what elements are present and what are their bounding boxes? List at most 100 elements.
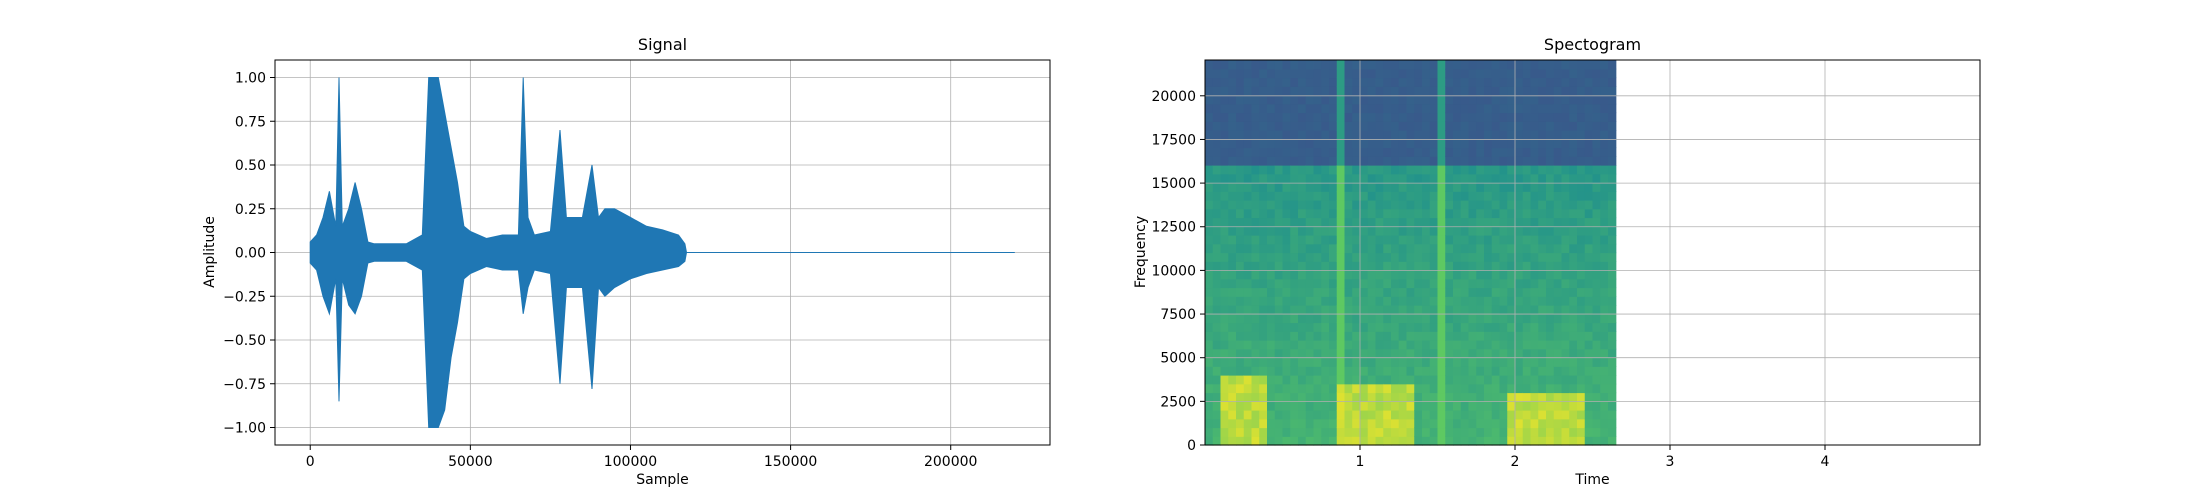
spectrogram-cell [1267,156,1276,166]
spectrogram-cell [1553,261,1563,271]
spectrogram-cell [1445,401,1454,411]
spectrogram-cell [1236,287,1245,297]
spectrogram-cell [1367,322,1377,332]
spectrogram-cell [1422,60,1431,70]
spectrogram-cell [1398,86,1408,96]
spectrogram-cell [1592,95,1601,105]
spectrogram-cell [1259,418,1268,429]
spectrogram-cell [1453,147,1462,157]
spectrogram-cell [1600,296,1609,306]
spectrogram-cell [1592,348,1601,359]
spectrogram-cell [1592,121,1601,131]
spectrogram-cell [1577,86,1586,96]
spectrogram-cell [1282,95,1291,105]
spectrogram-cell [1274,418,1284,429]
spectrogram-cell [1445,392,1454,402]
spectrogram-cell [1259,305,1268,315]
spectrogram-cell [1321,77,1330,87]
spectrogram-cell [1367,200,1377,210]
spectrogram-cell [1251,340,1260,350]
signal-ticks: 0 50000 100000 150000 2000001.000.750.500.25… [223,71,977,471]
spectrogram-cell [1592,156,1601,166]
spectrogram-cell [1445,112,1454,122]
spectrogram-cell [1507,348,1516,359]
spectrogram-cell [1422,156,1431,166]
spectrogram-cell [1228,261,1237,271]
spectrogram-cell [1360,348,1369,359]
spectrogram-cell [1352,418,1361,429]
spectrogram-cell [1360,95,1369,105]
spectrogram-cell [1383,278,1392,289]
spectrogram-cell [1367,313,1377,324]
spectrogram-cell [1236,418,1245,429]
spectrogram-cell [1305,401,1315,411]
spectrogram-cell [1422,401,1431,411]
spectrogram-cell [1398,427,1408,437]
spectrogram-cell [1212,331,1222,341]
spectrogram-cell [1600,95,1609,105]
spectrogram-cell [1600,60,1609,70]
spectrogram-cell [1398,138,1408,149]
spectrogram-cell [1546,208,1555,219]
spectrogram-cell [1228,182,1237,192]
spectrogram-cell [1391,60,1400,70]
spectrogram-cell [1561,427,1570,437]
spectrogram-cell [1243,296,1253,306]
spectrogram-cell [1460,77,1470,87]
spectrogram-cell [1515,112,1524,122]
spectrogram-cell [1530,173,1539,184]
spectrogram-cell [1352,77,1361,87]
spectrogram-cell [1491,95,1501,105]
spectrogram-cell [1391,366,1400,376]
spectrogram-cell [1313,138,1322,149]
spectrogram-cell [1530,121,1539,131]
spectrogram-cell [1553,340,1563,350]
spectrogram-cell [1561,165,1570,175]
spectrogram-cell [1546,243,1555,254]
spectrogram-cell [1313,156,1322,166]
spectrogram-cell [1561,103,1570,114]
spectrogram-cell [1205,173,1214,184]
spectrogram-cell [1305,77,1315,87]
spectrogram-cell [1383,112,1392,122]
spectrogram-cell [1251,313,1260,324]
spectrogram-cell [1522,357,1532,367]
spectrogram-cell [1313,348,1322,359]
spectrogram-cell [1484,392,1493,402]
spectrogram-cell [1445,427,1454,437]
spectrogram-cell [1259,375,1268,385]
spectrogram-cell [1468,200,1477,210]
spectrogram-cell [1414,138,1423,149]
spectrogram-cell [1460,86,1470,96]
spectrogram-cell [1329,182,1338,192]
spectrogram-cell [1453,191,1462,201]
spectrogram-cell [1274,182,1284,192]
spectrogram-cell [1468,165,1477,175]
spectrogram-plot-frame [1204,59,1981,446]
spectrogram-cell [1329,278,1338,289]
spectrogram-cell [1344,191,1353,201]
spectrogram-cell [1553,278,1563,289]
spectrogram-cell [1298,322,1307,332]
spectrogram-cell [1336,77,1346,87]
spectrogram-cell [1491,147,1501,157]
spectrogram-cell [1228,217,1237,227]
spectrogram-cell [1344,383,1353,394]
spectrogram-cell [1553,235,1563,245]
spectrogram-cell [1228,112,1237,122]
spectrogram-cell [1329,95,1338,105]
spectrogram-cell [1499,68,1508,79]
spectrogram-cell [1336,340,1346,350]
spectrogram-cell [1205,305,1214,315]
spectrogram-cell [1468,86,1477,96]
spectrogram-cell [1453,340,1462,350]
spectrogram-cell [1468,383,1477,394]
spectrogram-cell [1212,348,1222,359]
spectrogram-cell [1538,296,1547,306]
spectrogram-cell [1437,278,1446,289]
spectrogram-cell [1546,366,1555,376]
spectrogram-cell [1228,191,1237,201]
spectrogram-cell [1592,410,1601,420]
spectrogram-cell [1484,252,1493,262]
spectrogram-cell [1251,305,1260,315]
